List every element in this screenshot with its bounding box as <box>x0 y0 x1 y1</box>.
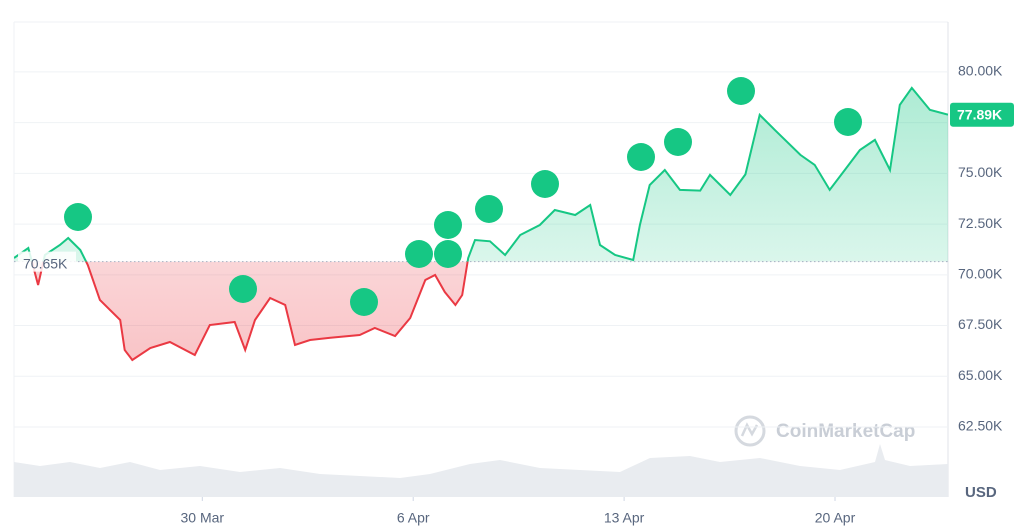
y-tick-label: 65.00K <box>958 367 1003 383</box>
x-tick-label: 6 Apr <box>397 510 430 526</box>
baseline-label: 70.65K <box>23 255 68 271</box>
watermark: CoinMarketCap <box>734 415 915 447</box>
currency-label: USD <box>965 484 997 501</box>
news-markers[interactable] <box>64 77 862 316</box>
area-up <box>14 87 948 262</box>
x-tick-label: 30 Mar <box>181 510 225 526</box>
baseline-label-bg <box>18 251 76 272</box>
x-tick-label: 20 Apr <box>815 510 856 526</box>
price-line-up <box>14 86 948 262</box>
y-tick-label: 80.00K <box>958 63 1003 79</box>
volume-area <box>14 444 948 497</box>
y-tick-label: 75.00K <box>958 164 1003 180</box>
price-line-down <box>30 261 469 362</box>
y-tick-label: 62.50K <box>958 418 1003 434</box>
last-price-box <box>950 102 1014 127</box>
x-tick-label: 13 Apr <box>604 510 645 526</box>
area-down <box>31 261 468 360</box>
y-tick-label: 72.50K <box>958 215 1003 231</box>
y-tick-label: 67.50K <box>958 316 1003 332</box>
watermark-text: CoinMarketCap <box>776 421 915 442</box>
last-price-label: 77.89K <box>957 106 1002 122</box>
y-tick-label: 70.00K <box>958 266 1003 282</box>
